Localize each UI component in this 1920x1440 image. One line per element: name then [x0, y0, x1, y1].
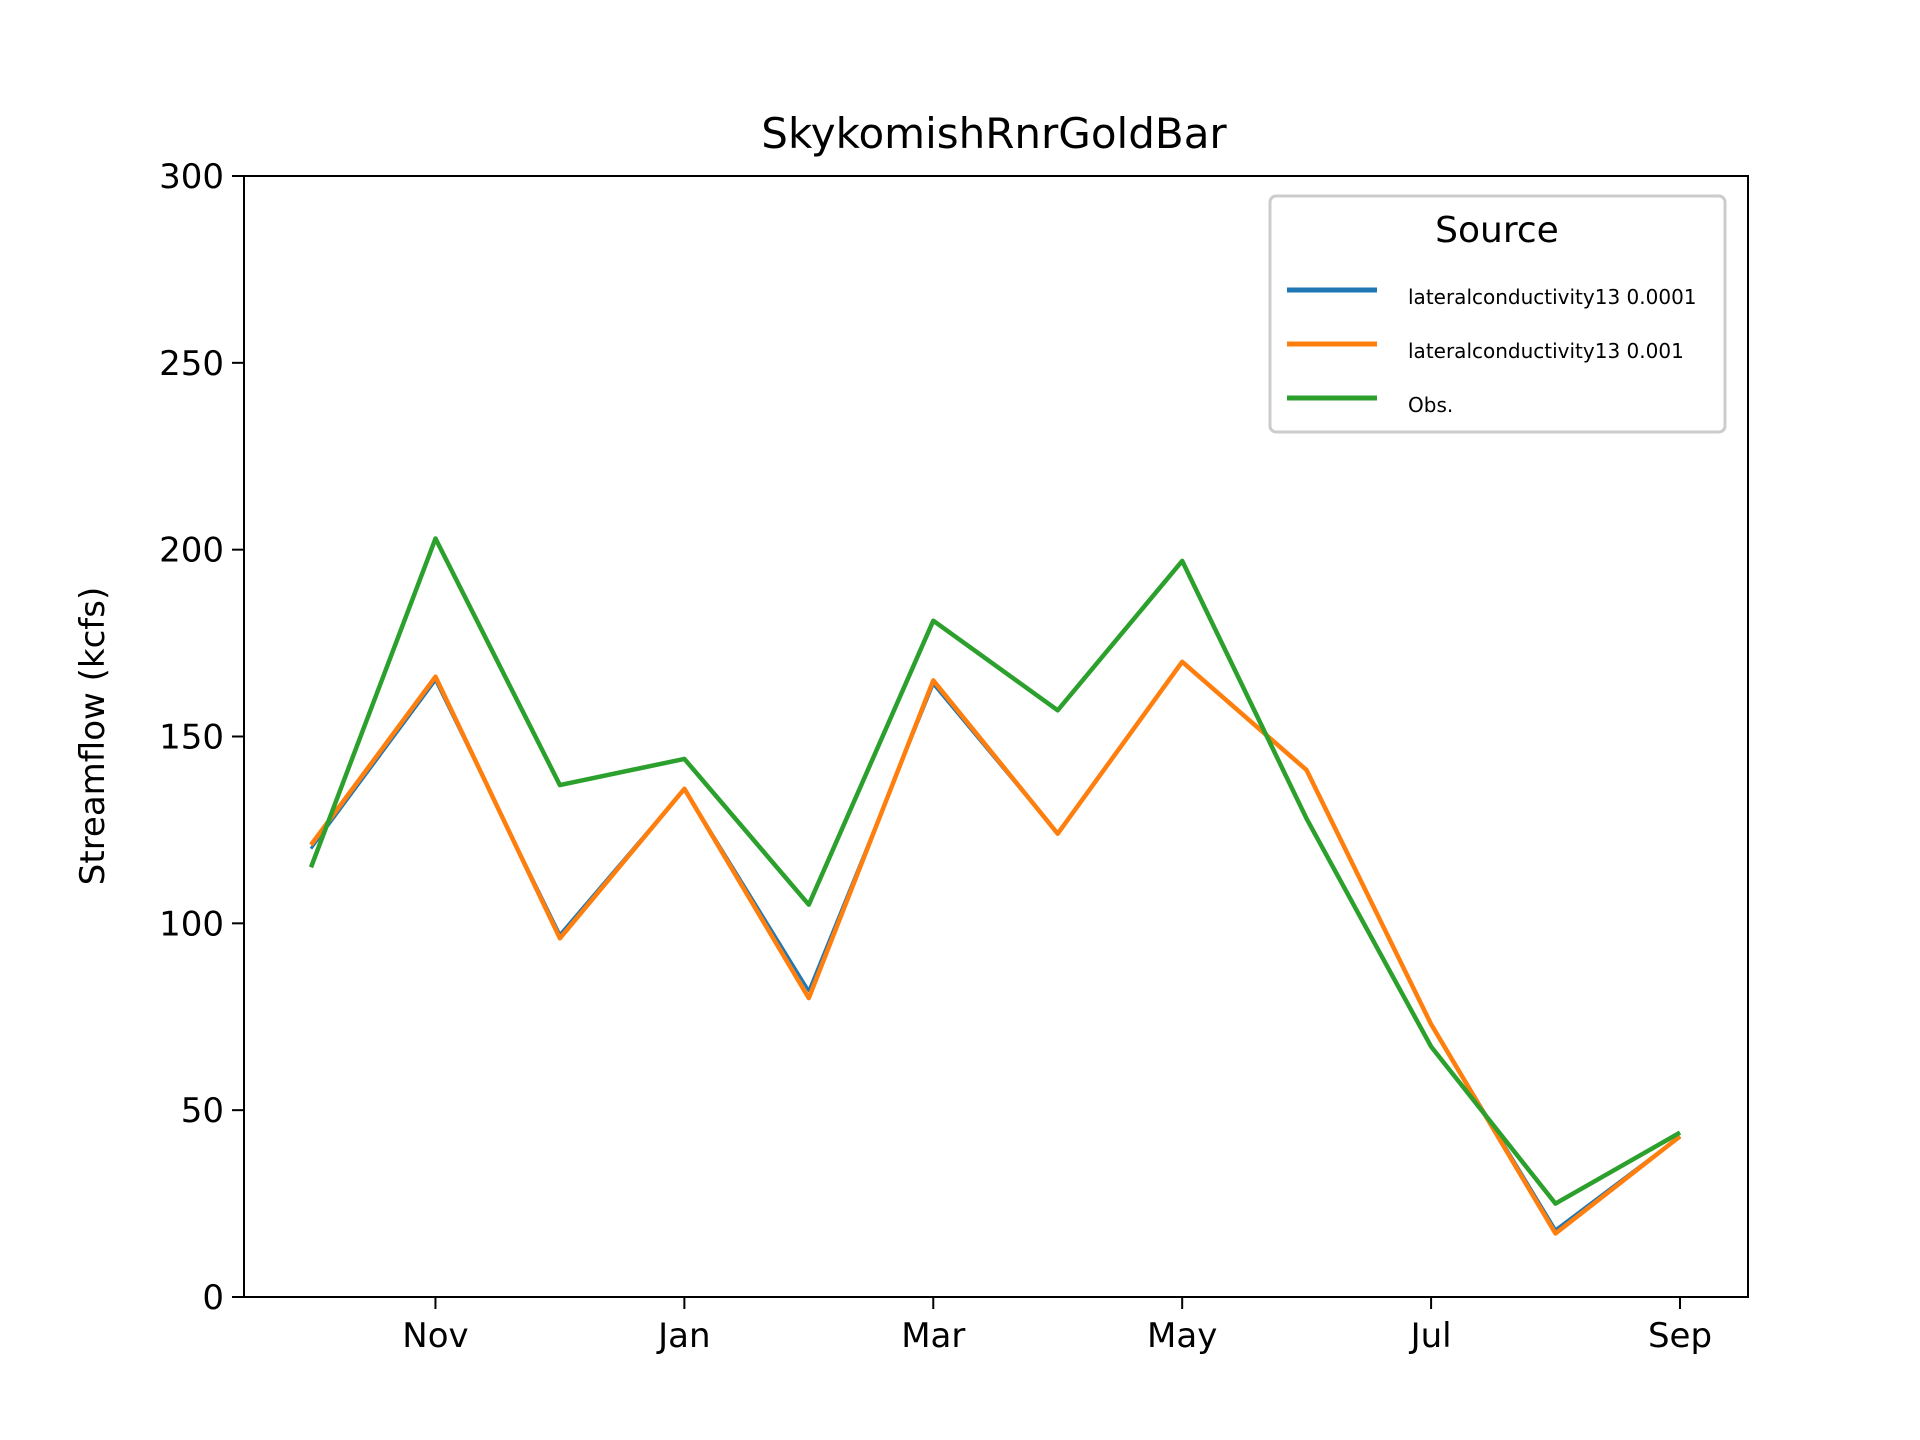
x-tick-label: Sep	[1648, 1316, 1712, 1356]
y-tick-label: 150	[159, 718, 224, 758]
x-tick-label: May	[1147, 1316, 1217, 1356]
y-tick-label: 300	[159, 157, 224, 197]
x-axis-ticks: Nov Jan Mar May Jul Sep	[402, 1297, 1712, 1356]
x-tick-label: Mar	[901, 1316, 965, 1356]
legend-box	[1268, 194, 1727, 434]
legend-title: Source	[1435, 210, 1559, 251]
series-line-2	[309, 659, 1682, 1236]
x-tick-label: Nov	[402, 1316, 468, 1356]
series-line-3	[308, 536, 1682, 1206]
series-layer	[308, 536, 1682, 1236]
y-tick-label: 250	[159, 344, 224, 384]
x-tick-label: Jan	[656, 1316, 710, 1356]
y-tick-label: 0	[202, 1278, 224, 1318]
y-axis-ticks: 0 50 100 150 200 250 300	[159, 157, 244, 1318]
y-tick-label: 200	[159, 531, 224, 571]
legend-label-2: lateralconductivity13 0.001	[1408, 339, 1684, 363]
legend: Source lateralconductivity13 0.0001 later…	[1268, 194, 1727, 434]
legend-label-3: Obs.	[1408, 393, 1453, 417]
y-tick-label: 100	[159, 904, 224, 944]
y-tick-label: 50	[181, 1091, 224, 1131]
x-tick-label: Jul	[1409, 1316, 1452, 1356]
legend-label-1: lateralconductivity13 0.0001	[1408, 285, 1697, 309]
plot-frame	[243, 175, 1749, 1298]
chart-title: SkykomishRnrGoldBar	[761, 109, 1227, 158]
y-axis-title: Streamflow (kcfs)	[73, 587, 113, 885]
